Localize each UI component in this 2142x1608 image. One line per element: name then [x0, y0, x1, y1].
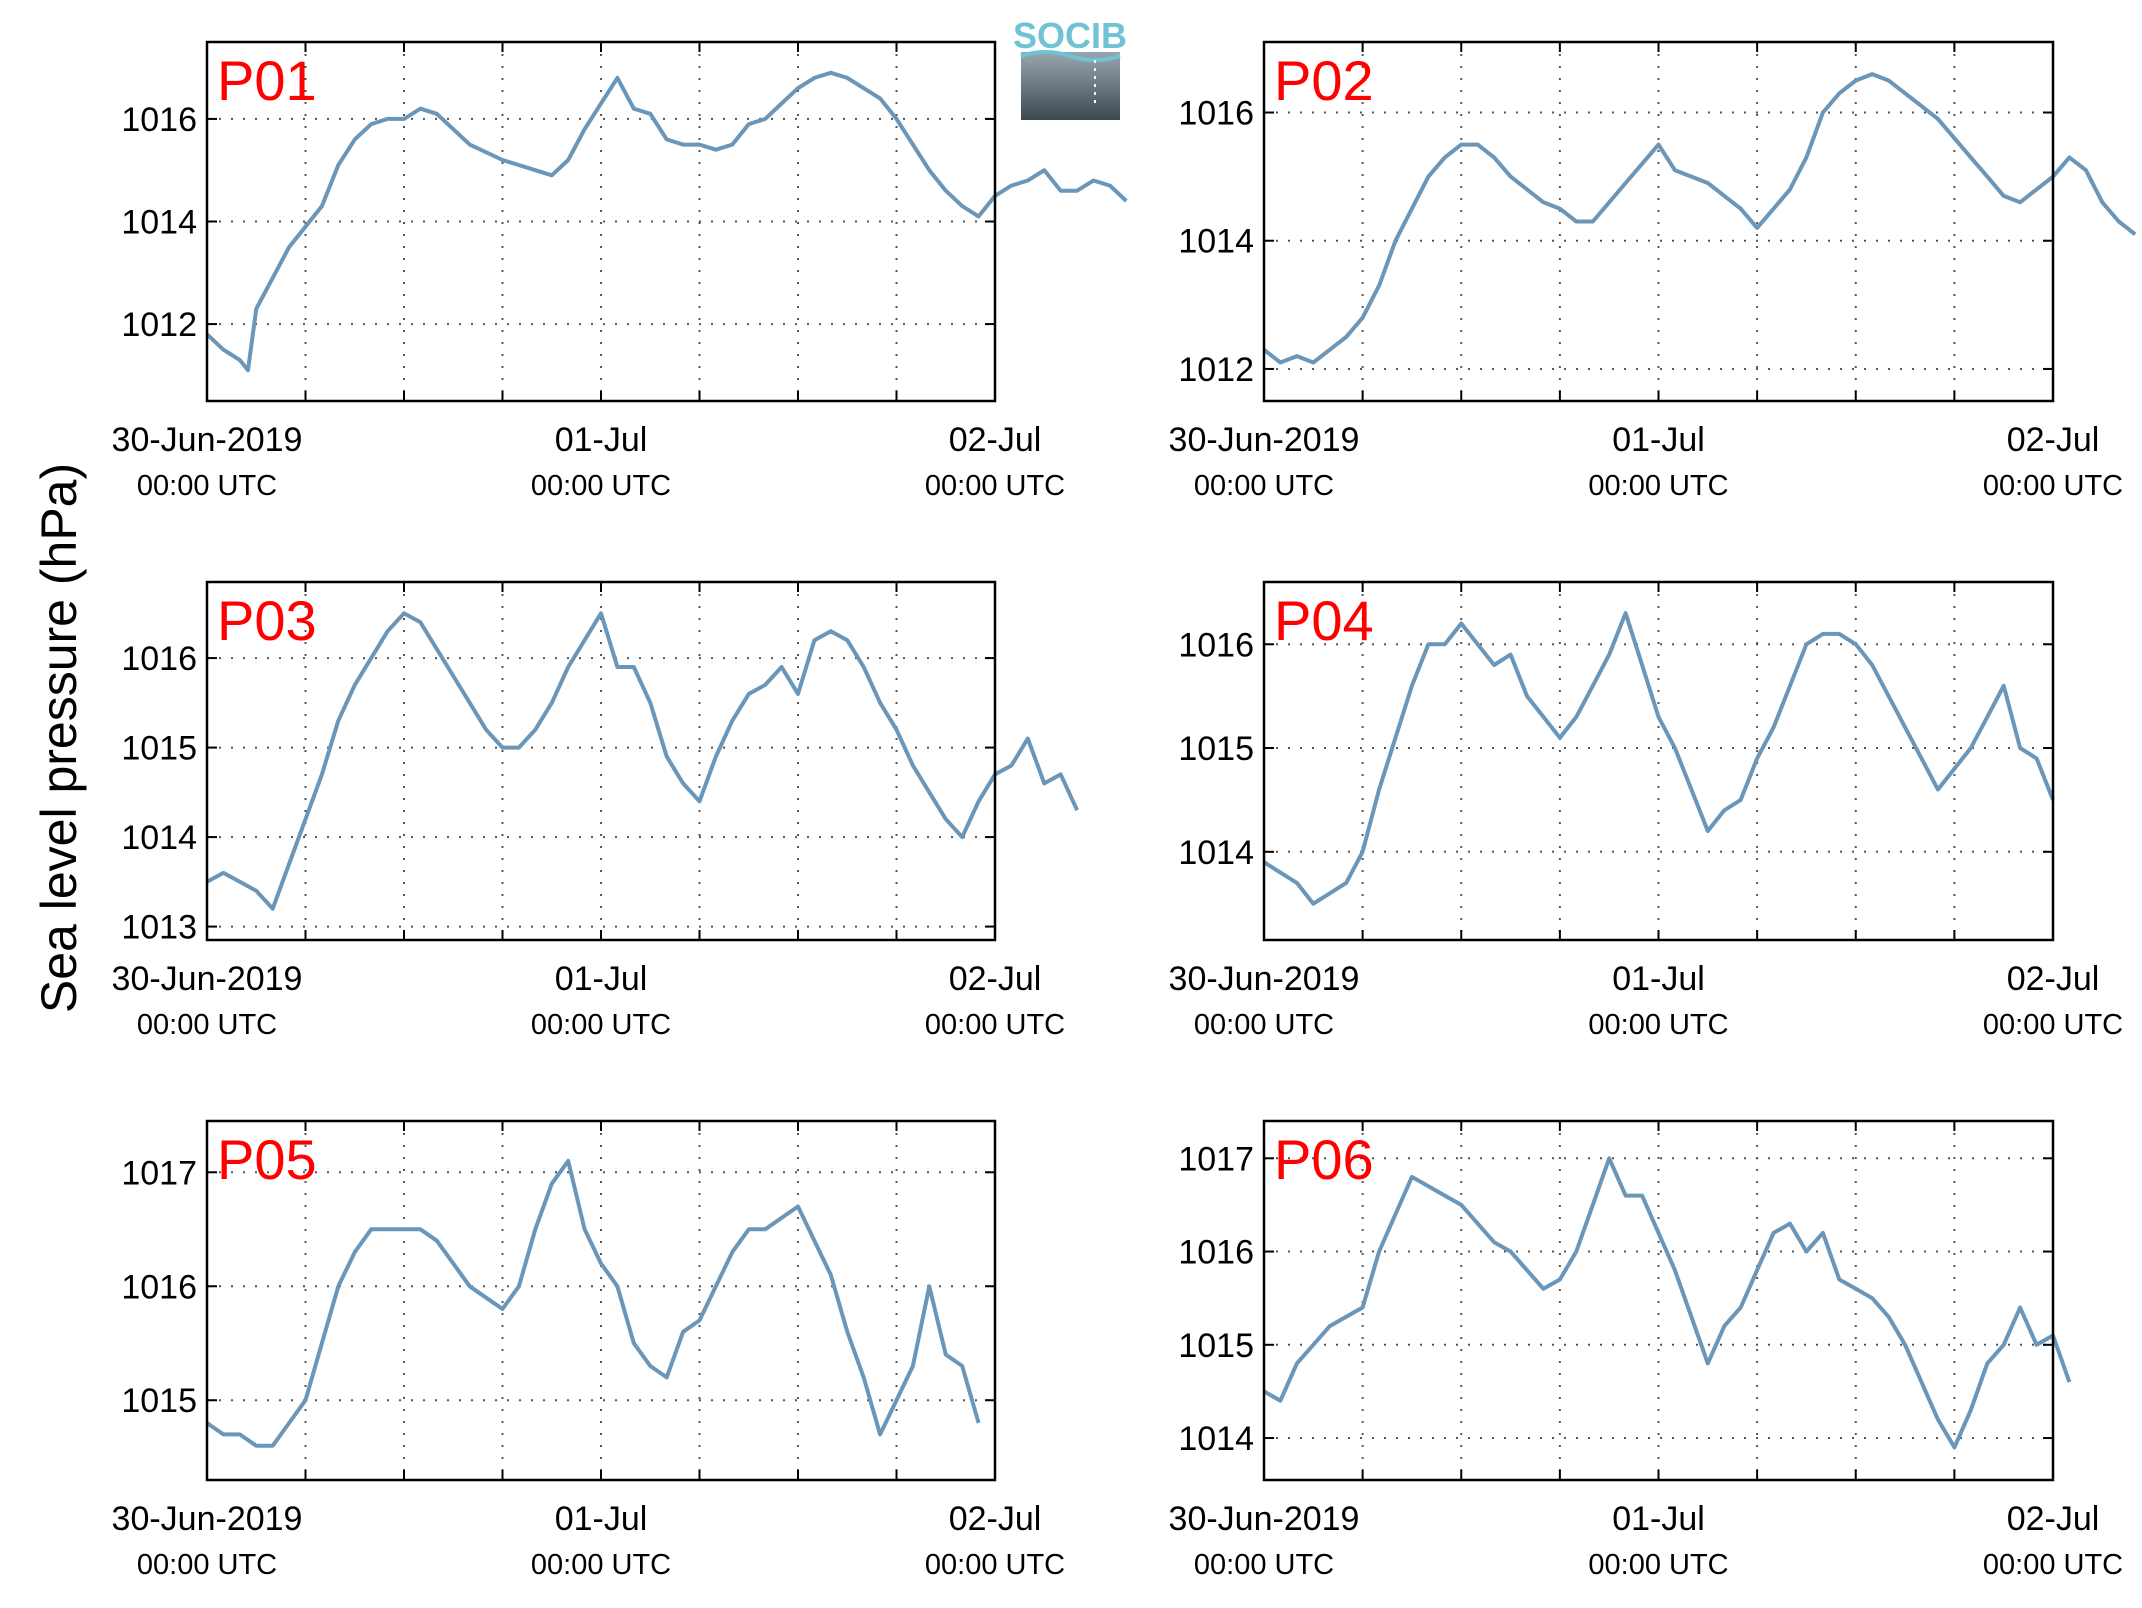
axes-frame	[1262, 1119, 2055, 1482]
axes-frame	[1262, 580, 2055, 942]
axes-frame	[1262, 40, 2055, 403]
x-tick-label: 30-Jun-2019	[112, 421, 303, 459]
x-tick-label: 30-Jun-2019	[1169, 960, 1360, 998]
y-tick-label: 1012	[1178, 351, 1254, 389]
x-tick-sublabel: 00:00 UTC	[1588, 1549, 1728, 1581]
x-tick-sublabel: 00:00 UTC	[925, 1009, 1065, 1041]
y-tick-label: 1014	[1178, 1420, 1254, 1458]
x-tick-label: 01-Jul	[555, 960, 648, 998]
y-tick-label: 1015	[121, 1382, 197, 1420]
series-line	[205, 1158, 981, 1448]
socib-logo: SOCIB	[1013, 15, 1127, 120]
x-tick-sublabel: 00:00 UTC	[1588, 1009, 1728, 1041]
panel-p01: 1012 1014 1016 30-Jun-2019 00:00 UTC 01-Jul 00…	[112, 40, 1128, 502]
y-tick-label: 1016	[121, 1268, 197, 1306]
y-tick-label: 1016	[1178, 626, 1254, 664]
axes-frame	[205, 40, 997, 403]
x-tick-label: 01-Jul	[1612, 1500, 1705, 1538]
panel-title: P06	[1274, 1128, 1374, 1191]
x-tick-label: 02-Jul	[949, 960, 1042, 998]
panel-p03: 1013 1014 1015 1016 30-Jun-2019 00:00 UTC 01-J…	[112, 580, 1079, 1041]
x-tick-label: 02-Jul	[949, 421, 1042, 459]
x-tick-label: 02-Jul	[2007, 960, 2100, 998]
x-tick-sublabel: 00:00 UTC	[1588, 470, 1728, 502]
series-line	[205, 70, 1128, 373]
x-tick-sublabel: 00:00 UTC	[137, 1009, 277, 1041]
y-tick-label: 1015	[1178, 730, 1254, 768]
axes-frame	[205, 1119, 997, 1482]
y-tick-label: 1014	[121, 204, 197, 242]
panel-title: P03	[217, 589, 317, 652]
y-tick-label: 1016	[1178, 1234, 1254, 1272]
panel-title: P05	[217, 1128, 317, 1191]
x-tick-label: 01-Jul	[1612, 421, 1705, 459]
x-tick-label: 02-Jul	[2007, 421, 2100, 459]
socib-logo-block	[1021, 52, 1120, 120]
y-tick-label: 1016	[121, 101, 197, 139]
x-tick-label: 30-Jun-2019	[112, 1500, 303, 1538]
series-line	[1263, 1156, 2072, 1450]
y-tick-label: 1016	[121, 640, 197, 678]
y-tick-label: 1014	[1178, 834, 1254, 872]
panel-title: P04	[1274, 589, 1374, 652]
y-tick-label: 1015	[121, 730, 197, 768]
y-tick-label: 1017	[1178, 1140, 1254, 1178]
x-tick-sublabel: 00:00 UTC	[1194, 1549, 1334, 1581]
panel-p06: 1014 1015 1016 1017 30-Jun-2019 00:00 UTC 01-J…	[1169, 1119, 2123, 1581]
x-tick-label: 30-Jun-2019	[1169, 421, 1360, 459]
socib-logo-wave	[1020, 50, 1121, 62]
x-tick-label: 02-Jul	[2007, 1500, 2100, 1538]
x-tick-sublabel: 00:00 UTC	[531, 1549, 671, 1581]
y-tick-label: 1013	[121, 909, 197, 947]
x-tick-sublabel: 00:00 UTC	[925, 1549, 1065, 1581]
series-line	[1262, 611, 2055, 906]
x-tick-sublabel: 00:00 UTC	[1194, 1009, 1334, 1041]
x-tick-sublabel: 00:00 UTC	[137, 470, 277, 502]
x-tick-label: 01-Jul	[555, 1500, 648, 1538]
x-tick-sublabel: 00:00 UTC	[1983, 1549, 2123, 1581]
panel-title: P01	[217, 49, 317, 112]
y-tick-label: 1017	[121, 1154, 197, 1192]
x-tick-sublabel: 00:00 UTC	[1983, 470, 2123, 502]
x-tick-sublabel: 00:00 UTC	[137, 1549, 277, 1581]
x-tick-sublabel: 00:00 UTC	[1983, 1009, 2123, 1041]
x-tick-label: 30-Jun-2019	[112, 960, 303, 998]
x-tick-sublabel: 00:00 UTC	[531, 1009, 671, 1041]
x-tick-label: 30-Jun-2019	[1169, 1500, 1360, 1538]
series-line	[1262, 72, 2137, 365]
series-line	[206, 611, 1079, 911]
x-tick-sublabel: 00:00 UTC	[925, 470, 1065, 502]
x-tick-label: 02-Jul	[949, 1500, 1042, 1538]
x-tick-label: 01-Jul	[1612, 960, 1705, 998]
y-tick-label: 1012	[121, 306, 197, 344]
y-axis-label: Sea level pressure (hPa)	[31, 463, 87, 1013]
y-tick-label: 1014	[1178, 223, 1254, 261]
panel-p04: 1014 1015 1016 30-Jun-2019 00:00 UTC 01-Jul 00…	[1169, 580, 2123, 1041]
axes-frame	[205, 580, 997, 942]
x-tick-label: 01-Jul	[555, 421, 648, 459]
y-tick-label: 1015	[1178, 1327, 1254, 1365]
x-tick-sublabel: 00:00 UTC	[531, 470, 671, 502]
socib-logo-text: SOCIB	[1013, 15, 1127, 56]
panel-p05: 1015 1016 1017 30-Jun-2019 00:00 UTC 01-Jul 00…	[112, 1119, 1065, 1581]
panel-title: P02	[1274, 49, 1374, 112]
y-tick-label: 1014	[121, 819, 197, 857]
x-tick-sublabel: 00:00 UTC	[1194, 470, 1334, 502]
y-tick-label: 1016	[1178, 95, 1254, 133]
panel-p02: 1012 1014 1016 30-Jun-2019 00:00 UTC 01-Jul 00…	[1169, 40, 2137, 502]
